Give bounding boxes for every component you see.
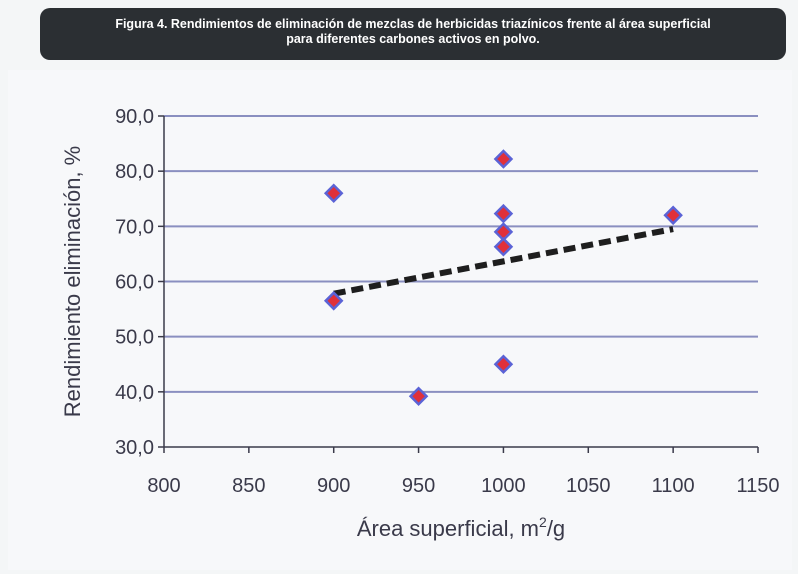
data-point [408,386,429,407]
y-tick-label: 40,0 [115,382,154,404]
figure-caption-line2: para diferentes carbones activos en polv… [286,32,540,46]
chart-panel [8,70,792,570]
x-axis-title-sup: 2 [539,514,547,530]
data-point [663,205,683,226]
data-point [493,354,514,375]
y-tick-label: 80,0 [115,161,154,183]
data-point [493,236,514,257]
data-points [323,149,683,407]
y-tick-label: 60,0 [115,272,154,294]
y-tick-label: 90,0 [115,106,154,128]
data-point [323,291,344,311]
x-tick-label: 900 [317,475,350,497]
x-tick-label: 1100 [652,475,695,497]
tick-labels: 30,0 40,0 50,0 60,0 70,0 80,0 90,0 800 850 900 950… [115,106,779,497]
x-tick-label: 1050 [566,475,611,497]
figure-caption: Figura 4. Rendimientos de eliminación de… [40,8,786,60]
y-tick-label: 50,0 [115,327,154,349]
grid-lines [164,115,758,393]
trendline-group [333,226,674,297]
x-tick-label: 1150 [736,475,779,497]
data-point [323,183,344,204]
x-axis-title-main: Área superficial, m [357,516,539,541]
x-tick-label: 1000 [481,475,526,497]
figure-caption-line1: Figura 4. Rendimientos de eliminación de… [115,17,711,31]
y-tick-label: 70,0 [115,216,154,238]
trendline [333,226,674,297]
x-tick-label: 950 [402,475,435,497]
x-tick-label: 850 [232,475,265,497]
data-point [493,203,514,224]
x-tick-label: 800 [147,475,180,497]
y-axis-title: Rendimiento eliminación, % [60,146,85,417]
data-point [493,149,514,169]
x-axis-title: Área superficial, m2/g [357,514,565,541]
y-tick-label: 30,0 [115,437,154,459]
x-axis-title-tail: /g [547,516,565,541]
